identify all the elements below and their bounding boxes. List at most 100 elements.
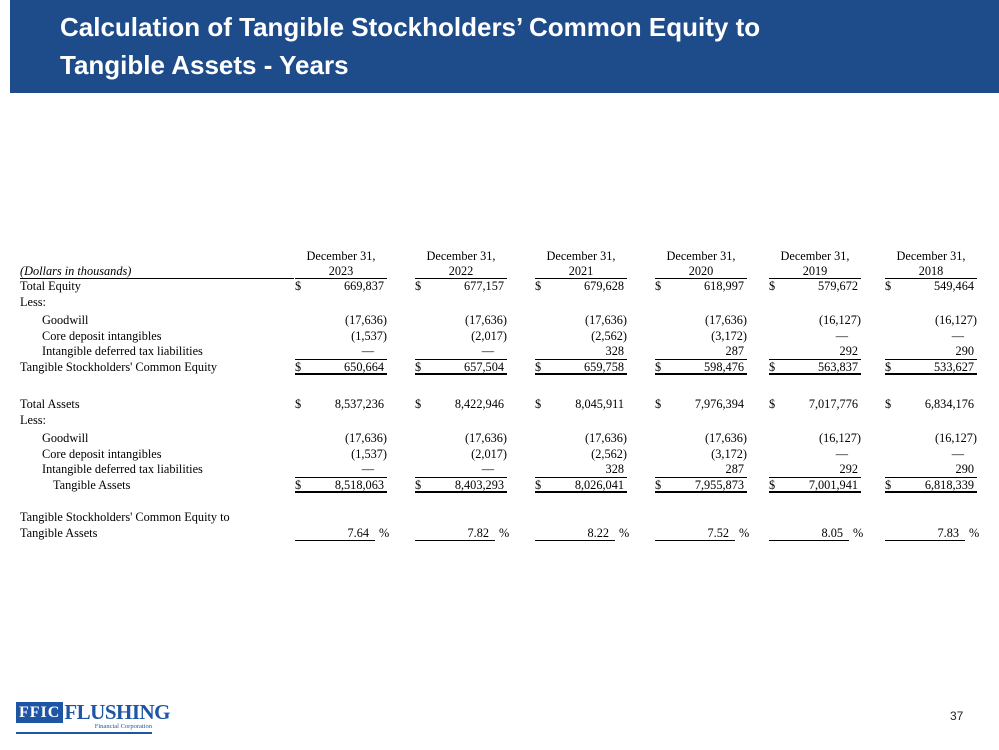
row-label: Tangible Stockholders' Common Equity to — [20, 510, 230, 524]
dollar-sign: $ — [655, 477, 662, 492]
cell-value: — — [835, 328, 848, 343]
percent-sign: % — [619, 525, 630, 540]
column-header-year: 2021 — [535, 264, 627, 279]
table-cell: $8,045,911 — [535, 397, 627, 413]
dollar-sign: $ — [885, 397, 892, 411]
table-cell: $533,627 — [885, 360, 977, 375]
percent-sign: % — [853, 525, 864, 540]
cell-value: (3,172) — [711, 446, 747, 461]
table-cell: $8,518,063 — [295, 477, 387, 493]
dollar-sign: $ — [535, 397, 542, 411]
cell-value: — — [835, 446, 848, 461]
table-row: Total Assets $8,537,236 $8,422,946 $8,045,9… — [0, 397, 999, 413]
column-header-year: 2023 — [295, 264, 387, 279]
cell-value: 6,818,339 — [924, 477, 974, 492]
cell-value: 549,464 — [934, 279, 974, 293]
table-cell: 7.83% — [885, 525, 980, 541]
table-header-row: December 31, December 31, December 31, Dece… — [0, 249, 999, 264]
percent-sign: % — [739, 525, 750, 540]
column-header-line1: December 31, — [546, 249, 616, 263]
column-header-line1: December 31, — [426, 249, 496, 263]
cell-value: 8,537,236 — [334, 397, 384, 411]
row-label: Intangible deferred tax liabilities — [42, 344, 203, 358]
cell-value: — — [415, 462, 507, 478]
cell-value: 7.64 — [295, 526, 375, 541]
table-cell: $7,017,776 — [769, 397, 861, 413]
cell-value: 6,834,176 — [924, 397, 974, 411]
dollar-sign: $ — [769, 279, 776, 293]
table-cell: $659,758 — [535, 359, 627, 375]
cell-value: — — [295, 344, 387, 360]
table-cell: $6,834,176 — [885, 397, 977, 413]
column-header-line1: December 31, — [306, 249, 376, 263]
table-cell: $650,664 — [295, 359, 387, 375]
cell-value: 290 — [885, 462, 977, 478]
cell-value: 7,955,873 — [694, 477, 744, 492]
cell-value: 292 — [769, 462, 861, 478]
logo-row: FFIC FLUSHING — [16, 702, 171, 723]
cell-value: (17,636) — [584, 313, 627, 327]
percent-sign: % — [499, 525, 510, 540]
table-row: Total Equity $669,837 $677,157 $679,628 $618… — [0, 279, 999, 295]
dollar-sign: $ — [655, 359, 662, 374]
cell-value: 8,422,946 — [454, 397, 504, 411]
dollar-sign: $ — [535, 477, 542, 492]
cell-value: 7,976,394 — [694, 397, 744, 411]
dollar-sign: $ — [535, 359, 542, 374]
table-row: Tangible Stockholders' Common Equity $650… — [0, 359, 999, 375]
table-row: Goodwill (17,636) (17,636) (17,636) (17,636)… — [0, 313, 999, 329]
table-cell: $579,672 — [769, 279, 861, 295]
dollar-sign: $ — [769, 359, 776, 374]
cell-value: 287 — [655, 462, 747, 478]
dollar-sign: $ — [535, 279, 542, 293]
cell-value: 618,997 — [704, 279, 744, 293]
table-cell: $563,837 — [769, 359, 861, 375]
dollar-sign: $ — [295, 397, 302, 411]
table-cell: $6,818,339 — [885, 477, 977, 493]
cell-value: (17,636) — [344, 431, 387, 445]
cell-value: (2,562) — [591, 446, 627, 461]
cell-value: 328 — [535, 344, 627, 360]
cell-value: 598,476 — [704, 359, 744, 374]
table-cell: $677,157 — [415, 279, 507, 295]
column-header-year: 2019 — [769, 264, 861, 279]
dollar-sign: $ — [769, 397, 776, 411]
table-row: Goodwill (17,636) (17,636) (17,636) (17,636)… — [0, 431, 999, 447]
row-label: Goodwill — [42, 431, 89, 445]
cell-value: (17,636) — [464, 431, 507, 445]
dollar-sign: $ — [655, 397, 662, 411]
page-number: 37 — [950, 709, 964, 723]
percent-sign: % — [969, 525, 980, 540]
cell-value: 677,157 — [464, 279, 504, 293]
cell-value: (17,636) — [704, 313, 747, 327]
dollar-sign: $ — [415, 279, 422, 293]
cell-value: 7.82 — [415, 526, 495, 541]
cell-value: 8,403,293 — [454, 477, 504, 492]
table-cell: $669,837 — [295, 279, 387, 295]
cell-value: (2,562) — [591, 328, 627, 343]
cell-value: 7.83 — [885, 526, 965, 541]
cell-value: 287 — [655, 344, 747, 360]
table-cell: 7.64% — [295, 526, 389, 541]
cell-value: 8.22 — [535, 526, 615, 541]
cell-value: 563,837 — [818, 359, 858, 374]
cell-value: (2,017) — [471, 446, 507, 461]
row-label: Goodwill — [42, 313, 89, 327]
slide-title-line1: Calculation of Tangible Stockholders’ Co… — [60, 12, 761, 42]
dollar-sign: $ — [415, 477, 422, 492]
table-row: Core deposit intangibles (1,537) (2,017) (2… — [0, 329, 999, 345]
cell-value: 579,672 — [818, 279, 858, 293]
column-header-year: 2020 — [655, 264, 747, 279]
column-header-year: 2022 — [415, 264, 507, 279]
dollar-sign: $ — [295, 359, 302, 374]
dollar-sign: $ — [295, 477, 302, 492]
cell-value: 657,504 — [464, 359, 504, 374]
table-row: Less: — [0, 295, 999, 311]
row-label: Tangible Assets — [20, 525, 98, 540]
logo-subtitle: Financial Corporation — [94, 723, 152, 730]
column-header-year: 2018 — [885, 264, 977, 279]
table-row: Less: — [0, 413, 999, 429]
table-cell: $8,026,041 — [535, 477, 627, 493]
cell-value: 8,045,911 — [575, 397, 624, 411]
dollar-sign: $ — [415, 397, 422, 411]
